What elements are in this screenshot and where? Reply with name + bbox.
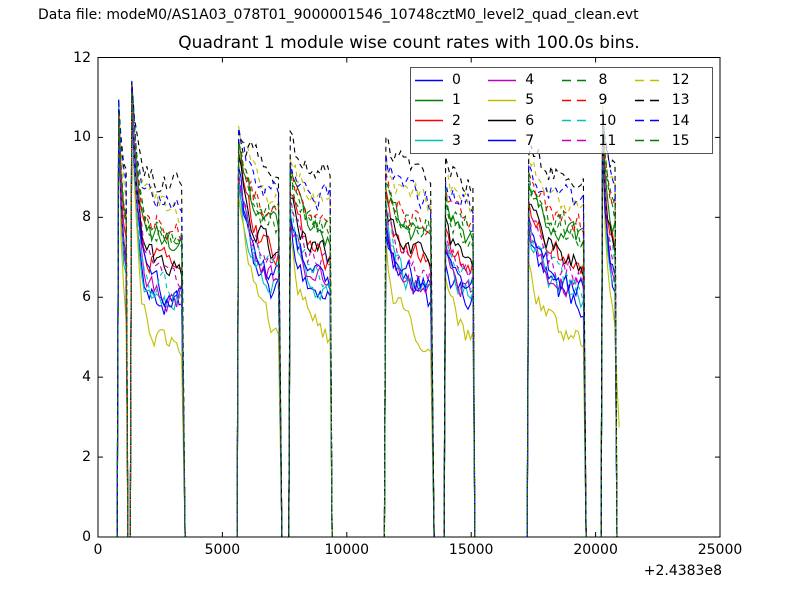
legend-entry-14: 14 — [634, 111, 708, 131]
legend-entry-12: 12 — [634, 70, 708, 90]
plot-title: Quadrant 1 module wise count rates with … — [178, 33, 640, 53]
legend-entry-0: 0 — [415, 70, 488, 90]
legend-entry-label: 11 — [598, 132, 617, 149]
x-tick-label-15000: 15000 — [448, 542, 494, 558]
legend-line-swatch — [561, 140, 590, 142]
legend-entry-13: 13 — [634, 90, 708, 110]
series-line-1 — [116, 88, 618, 538]
legend-entry-label: 9 — [598, 92, 608, 109]
series-line-10 — [116, 80, 618, 538]
legend-entry-9: 9 — [561, 90, 635, 110]
legend-entry-label: 13 — [671, 92, 690, 109]
legend-entry-6: 6 — [488, 111, 561, 131]
legend-entry-4: 4 — [488, 70, 561, 90]
legend-entry-15: 15 — [634, 131, 708, 151]
legend-entry-label: 4 — [525, 72, 535, 89]
y-tick-label-6: 6 — [82, 289, 91, 306]
legend-entry-8: 8 — [561, 70, 635, 90]
legend-entry-label: 15 — [671, 132, 690, 149]
legend-entry-label: 0 — [452, 72, 461, 89]
y-tick-label-10: 10 — [73, 129, 91, 146]
series-line-5 — [116, 89, 620, 538]
legend-line-swatch — [634, 119, 663, 122]
legend-entry-label: 14 — [671, 112, 690, 129]
x-tick-label-10000: 10000 — [324, 542, 370, 558]
legend-line-swatch — [415, 99, 443, 102]
legend-entry-label: 10 — [598, 112, 617, 129]
x-tick-label-20000: 20000 — [573, 542, 618, 558]
datafile-path-text: Data file: modeM0/AS1A03_078T01_90000015… — [38, 7, 639, 23]
series-line-6 — [116, 93, 618, 538]
y-tick-label-0: 0 — [82, 529, 91, 545]
series-line-3 — [116, 90, 618, 538]
x-axis-offset-label: +2.4383e8 — [643, 563, 722, 579]
series-line-11 — [116, 94, 618, 538]
legend-entry-label: 6 — [525, 112, 535, 129]
legend-entry-11: 11 — [561, 131, 635, 151]
legend-entry-1: 1 — [415, 90, 488, 110]
x-tick-label-25000: 25000 — [697, 542, 743, 558]
legend-line-swatch — [634, 79, 663, 81]
legend-entry-label: 1 — [452, 92, 461, 109]
legend-entry-label: 3 — [452, 132, 461, 149]
legend-line-swatch — [488, 99, 517, 102]
legend-entry-3: 3 — [415, 131, 488, 151]
legend-line-swatch — [488, 140, 517, 142]
legend-entry-label: 7 — [525, 132, 535, 149]
legend-line-swatch — [415, 140, 443, 142]
legend-line-swatch — [561, 99, 590, 102]
legend-entry-label: 2 — [452, 112, 461, 129]
series-line-7 — [116, 90, 618, 538]
x-tick-label-5000: 5000 — [204, 542, 241, 558]
y-tick-label-2: 2 — [82, 449, 91, 466]
legend-line-swatch — [415, 79, 443, 81]
legend-entry-10: 10 — [561, 111, 635, 131]
legend-entry-7: 7 — [488, 131, 561, 151]
series-line-15 — [116, 91, 618, 538]
legend-line-swatch — [561, 79, 590, 81]
y-tick-label-8: 8 — [82, 209, 91, 226]
legend-entry-label: 12 — [671, 72, 690, 89]
legend-line-swatch — [634, 140, 663, 142]
legend-entry-label: 5 — [525, 92, 535, 109]
legend-box: 0 1 2 3 4 5 6 7 8 9 10 11 12 13 14 15 — [410, 67, 713, 154]
x-tick-label-0: 0 — [93, 542, 103, 558]
legend-entry-2: 2 — [415, 111, 488, 131]
series-line-12 — [116, 92, 618, 538]
legend-entry-label: 8 — [598, 72, 608, 89]
legend-line-swatch — [634, 99, 663, 102]
series-line-4 — [116, 89, 618, 538]
y-tick-label-4: 4 — [82, 369, 91, 386]
legend-line-swatch — [488, 119, 517, 122]
legend-line-swatch — [488, 79, 517, 81]
series-line-0 — [116, 95, 618, 538]
legend-line-swatch — [561, 119, 590, 122]
legend-entry-5: 5 — [488, 90, 561, 110]
legend-line-swatch — [415, 119, 443, 122]
y-tick-label-12: 12 — [73, 49, 91, 66]
